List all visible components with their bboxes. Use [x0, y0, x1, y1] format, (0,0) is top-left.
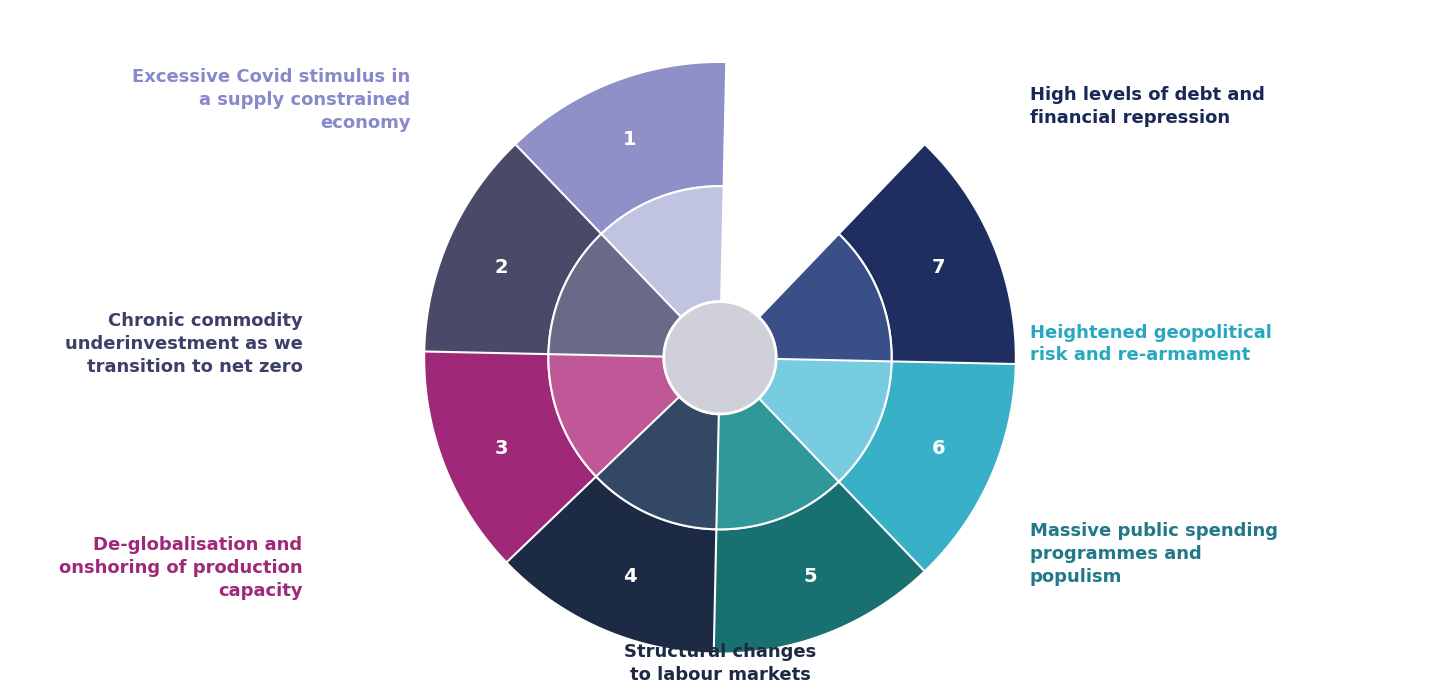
Text: 3: 3	[494, 439, 508, 458]
Polygon shape	[425, 352, 602, 571]
Text: 4: 4	[622, 567, 636, 586]
Text: 6: 6	[932, 439, 946, 458]
Polygon shape	[596, 186, 724, 319]
Polygon shape	[838, 144, 1015, 364]
Polygon shape	[507, 477, 726, 654]
Polygon shape	[549, 354, 681, 482]
Text: 5: 5	[804, 567, 818, 586]
Text: De-globalisation and
onshoring of production
capacity: De-globalisation and onshoring of produc…	[59, 536, 302, 599]
Polygon shape	[507, 62, 726, 239]
Text: Chronic commodity
underinvestment as we
transition to net zero: Chronic commodity underinvestment as we …	[65, 312, 302, 376]
Polygon shape	[714, 477, 933, 654]
Polygon shape	[425, 144, 602, 364]
Text: Heightened geopolitical
risk and re-armament: Heightened geopolitical risk and re-arma…	[1030, 323, 1272, 365]
Text: Structural changes
to labour markets: Structural changes to labour markets	[624, 643, 816, 685]
Text: 2: 2	[494, 258, 508, 277]
Text: Excessive Covid stimulus in
a supply constrained
economy: Excessive Covid stimulus in a supply con…	[132, 68, 410, 131]
Polygon shape	[716, 397, 844, 529]
Polygon shape	[759, 234, 891, 361]
Polygon shape	[596, 397, 724, 529]
Polygon shape	[838, 352, 1015, 571]
Polygon shape	[549, 234, 681, 361]
Text: Massive public spending
programmes and
populism: Massive public spending programmes and p…	[1030, 522, 1277, 585]
Polygon shape	[664, 301, 776, 414]
Polygon shape	[759, 354, 891, 482]
Text: High levels of debt and
financial repression: High levels of debt and financial repres…	[1030, 86, 1264, 127]
Text: 7: 7	[932, 258, 946, 277]
Text: 1: 1	[622, 129, 636, 149]
